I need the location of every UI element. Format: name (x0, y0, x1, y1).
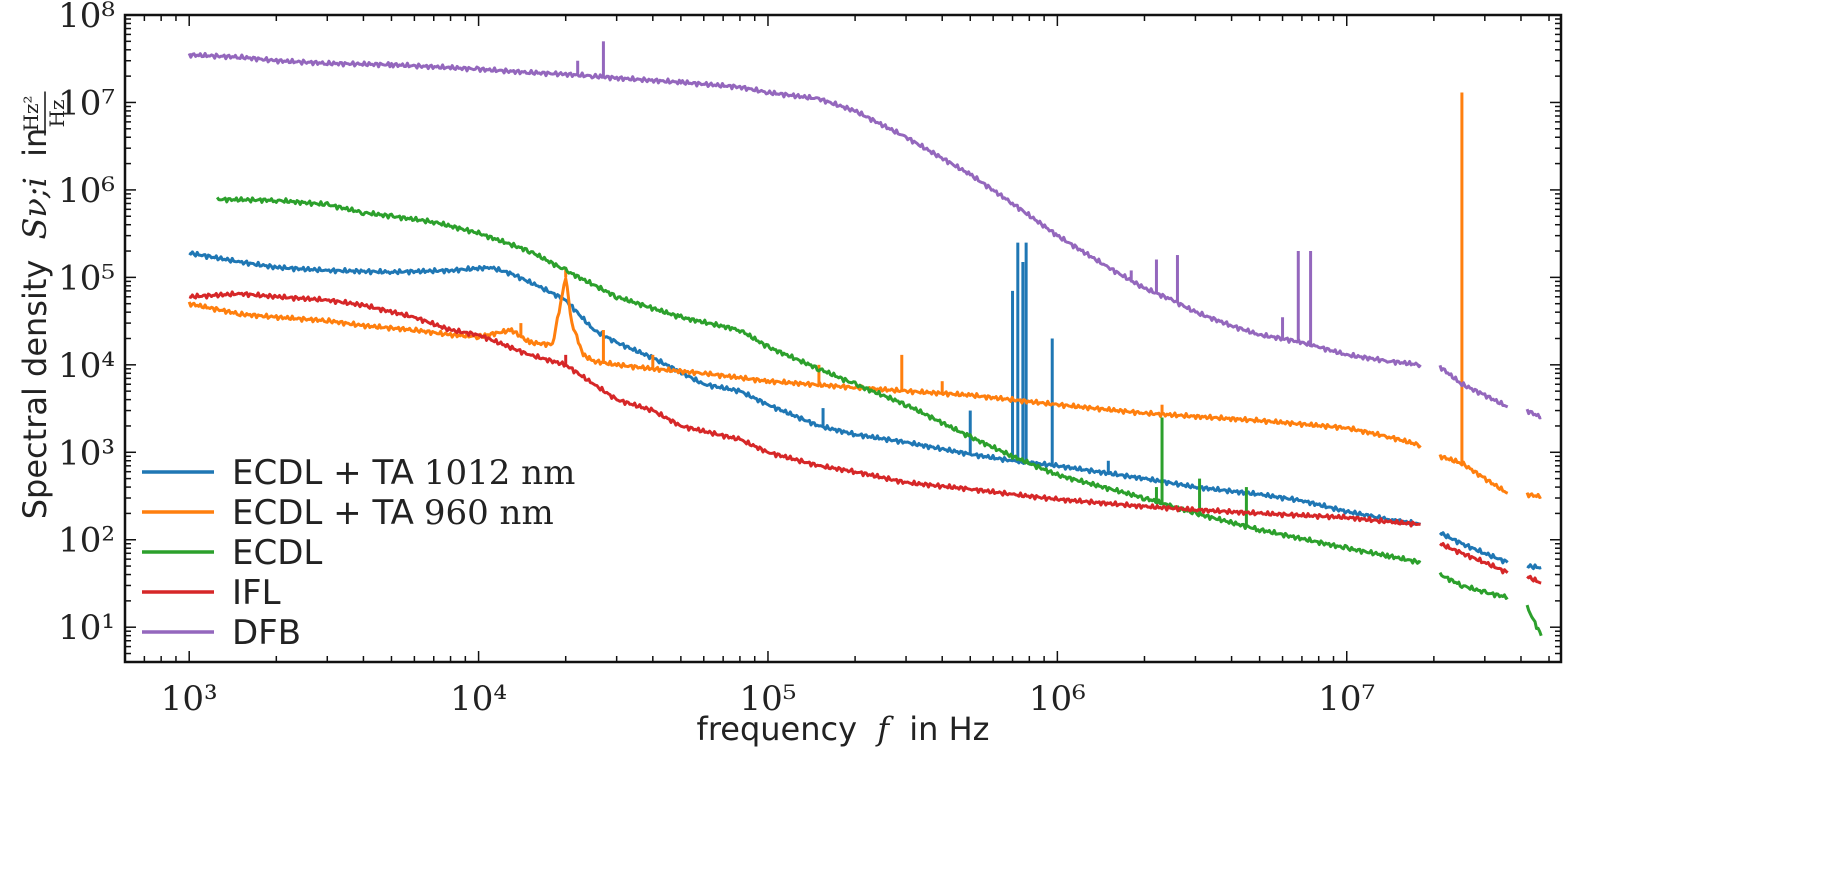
y-axis-label-unit-prefix: in (16, 128, 54, 157)
legend-label-text: DFB (232, 613, 301, 653)
series-line (188, 250, 1421, 526)
series-line (187, 277, 1422, 449)
series-0 (188, 242, 1542, 571)
x-tick-label: 10⁵ (740, 679, 797, 719)
series-line (1438, 531, 1509, 565)
legend-label-text: IFL (232, 573, 281, 613)
x-axis-label: frequency f in Hz (697, 710, 990, 748)
x-axis-label-text: frequency (697, 710, 858, 748)
series-line (215, 196, 1422, 565)
legend-label-text: ECDL (232, 533, 322, 573)
y-axis-label: Spectral density Sν;i in Hz² Hz (16, 91, 69, 520)
series-line (1439, 542, 1509, 575)
series-line (1525, 408, 1542, 420)
y-axis-label-symbol: Sν;i (16, 177, 54, 239)
legend-label-text: ECDL + TA (232, 493, 414, 533)
legend-label-text: ECDL + TA (232, 453, 414, 493)
series-line (1438, 571, 1509, 600)
legend-item: DFB (142, 613, 301, 653)
ticks-group: 10³ 10⁴ 10⁵ 10⁶ 10⁷ 10¹ 10² 10³ 10⁴ 10⁵ 10⁶ 10⁷ 10⁸ (58, 0, 1561, 719)
legend-item: ECDL + TA 1012 nm (142, 453, 575, 493)
x-tick-label: 10⁴ (450, 679, 507, 719)
y-tick-label: 10⁶ (58, 171, 115, 211)
series-2 (215, 196, 1543, 637)
svg-text:Spectral density Sν;i: Spectral density Sν;i in (16, 128, 54, 520)
series-line (1525, 604, 1543, 637)
x-tick-label: 10⁶ (1029, 679, 1086, 719)
x-tick-label: 10³ (161, 679, 218, 719)
series-line (1438, 453, 1509, 495)
series-line (187, 51, 1422, 369)
y-tick-label: 10¹ (58, 608, 115, 648)
plot-frame (123, 13, 1563, 664)
series-3 (188, 290, 1542, 585)
legend-label: DFB (232, 613, 301, 653)
series-1 (187, 92, 1542, 499)
series-line (188, 290, 1421, 528)
y-axis-label-unit-denominator: Hz (45, 100, 69, 128)
series-line (1438, 364, 1509, 409)
x-tick-label: 10⁷ (1318, 679, 1375, 719)
legend-label-value: 1012 nm (424, 453, 575, 493)
series-group (187, 41, 1543, 637)
legend-label: IFL (232, 573, 281, 613)
x-axis-label-unit: in Hz (909, 710, 989, 748)
series-4 (187, 41, 1542, 420)
y-axis-label-text: Spectral density (16, 260, 54, 520)
legend-label: ECDL + TA 960 nm (232, 493, 554, 533)
y-tick-label: 10⁸ (58, 0, 115, 36)
legend-label-value: 960 nm (424, 493, 554, 533)
y-tick-label: 10⁵ (58, 258, 115, 298)
series-line (1526, 574, 1542, 585)
legend-item: ECDL + TA 960 nm (142, 493, 554, 533)
y-tick-label: 10² (58, 521, 115, 561)
x-axis-label-symbol: f (875, 710, 894, 748)
legend-label: ECDL (232, 533, 322, 573)
legend-item: IFL (142, 573, 281, 613)
y-tick-label: 10⁷ (58, 83, 115, 123)
y-tick-label: 10³ (58, 433, 115, 473)
y-tick-label: 10⁴ (58, 346, 115, 386)
legend-item: ECDL (142, 533, 322, 573)
series-line (1525, 492, 1542, 499)
y-axis-label-unit-numerator: Hz² (19, 96, 43, 132)
legend-label: ECDL + TA 1012 nm (232, 453, 575, 493)
series-line (1526, 563, 1542, 571)
